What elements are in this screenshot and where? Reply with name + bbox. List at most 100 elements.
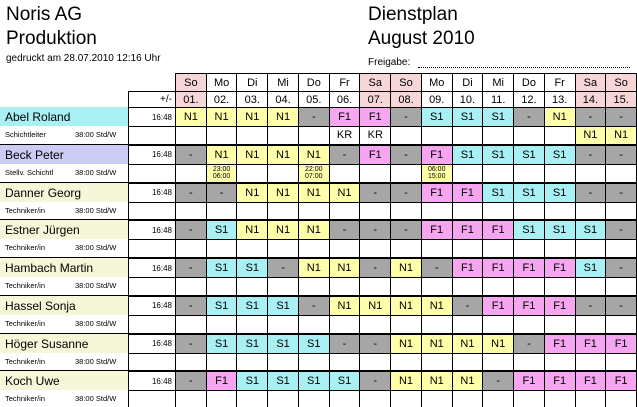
shift-cell: - bbox=[574, 182, 607, 203]
shift-cell: N1 bbox=[451, 371, 484, 392]
date-header: 02. bbox=[205, 91, 238, 108]
balance-empty bbox=[128, 390, 176, 407]
employee-role-text: Schichtleiter bbox=[5, 130, 46, 139]
date-header: 08. bbox=[390, 91, 422, 108]
balance-header: +/- bbox=[128, 91, 176, 108]
empty-cell bbox=[543, 314, 576, 334]
shift-cell: N1 bbox=[543, 107, 576, 127]
shift-cell: F1 bbox=[574, 371, 607, 392]
balance-empty bbox=[128, 163, 176, 183]
empty-cell bbox=[267, 126, 299, 145]
shift-cell: F1 bbox=[205, 371, 238, 392]
shift-cell: N1 bbox=[297, 182, 330, 203]
employee-name-text: Hassel Sonja bbox=[5, 298, 76, 313]
shift-cell: S1 bbox=[513, 144, 545, 165]
approval-label: Freigabe: bbox=[368, 57, 411, 68]
empty-cell bbox=[267, 352, 299, 372]
empty-cell bbox=[236, 314, 269, 334]
empty-cell bbox=[451, 163, 484, 183]
time-note: 06:00 15:00 bbox=[420, 163, 453, 183]
shift-cell: - bbox=[605, 144, 637, 165]
empty-cell bbox=[297, 352, 330, 372]
shift-cell: S1 bbox=[205, 220, 238, 241]
empty-cell bbox=[390, 352, 422, 372]
employee-role-text: Techniker/in bbox=[5, 243, 46, 253]
shift-cell: N1 bbox=[236, 182, 269, 203]
shift-cell: N1 bbox=[297, 220, 330, 241]
empty-cell bbox=[236, 163, 269, 183]
shift-cell: N1 bbox=[267, 220, 299, 241]
empty-cell bbox=[175, 163, 207, 183]
shift-cell: S1 bbox=[451, 107, 484, 127]
shift-cell: S1 bbox=[482, 144, 515, 165]
balance-empty bbox=[128, 352, 176, 372]
shift-cell: - bbox=[390, 107, 422, 127]
empty-cell bbox=[482, 163, 515, 183]
shift-cell: S1 bbox=[297, 333, 330, 354]
employee-name: Estner Jürgen bbox=[0, 220, 129, 241]
shift-cell: F1 bbox=[543, 295, 576, 316]
shift-cell: N1 bbox=[267, 182, 299, 203]
balance-empty bbox=[128, 239, 176, 258]
employee-role: Techniker/in 38:00 Std/W bbox=[0, 352, 129, 372]
time-note: 23:00 06:00 bbox=[205, 163, 238, 183]
empty-cell bbox=[605, 239, 637, 258]
shift-cell: - bbox=[328, 144, 361, 165]
day-header: Do bbox=[513, 73, 545, 92]
day-header: Sa bbox=[574, 73, 607, 92]
empty-cell bbox=[543, 163, 576, 183]
empty-cell bbox=[267, 314, 299, 334]
empty-cell bbox=[574, 201, 607, 221]
shift-cell: - bbox=[359, 333, 392, 354]
time: 22:00 bbox=[305, 166, 323, 174]
employee-name: Abel Roland bbox=[0, 107, 129, 127]
shift-cell: N1 bbox=[390, 295, 422, 316]
empty-cell bbox=[267, 390, 299, 407]
empty-cell bbox=[574, 163, 607, 183]
shift-cell: - bbox=[513, 107, 545, 127]
empty-cell bbox=[482, 352, 515, 372]
shift-cell: S1 bbox=[236, 258, 269, 278]
approval-line bbox=[418, 67, 630, 68]
shift-cell: - bbox=[328, 220, 361, 241]
empty-cell bbox=[297, 126, 330, 145]
shift-cell: S1 bbox=[267, 295, 299, 316]
empty-cell bbox=[297, 239, 330, 258]
shift-cell: F1 bbox=[513, 258, 545, 278]
empty-cell bbox=[390, 201, 422, 221]
employee-hours: 38:00 Std/W bbox=[75, 356, 117, 366]
shift-cell: N1 bbox=[236, 144, 269, 165]
empty-cell bbox=[482, 390, 515, 407]
balance: 16:48 bbox=[128, 371, 176, 392]
balance: 16:48 bbox=[128, 107, 176, 127]
date-header: 04. bbox=[267, 91, 299, 108]
empty-cell bbox=[451, 314, 484, 334]
shift-cell: S1 bbox=[267, 333, 299, 354]
empty-cell bbox=[175, 352, 207, 372]
date-header: 11. bbox=[482, 91, 515, 108]
employee-role-text: Techniker/in bbox=[5, 356, 46, 366]
shift-cell: N1 bbox=[390, 371, 422, 392]
note-cell: KR bbox=[328, 126, 361, 145]
shift-cell: - bbox=[605, 258, 637, 278]
shift-cell: - bbox=[605, 107, 637, 127]
shift-cell: N1 bbox=[328, 258, 361, 278]
shift-cell: F1 bbox=[482, 295, 515, 316]
employee-name: Beck Peter bbox=[0, 144, 129, 165]
empty-cell bbox=[205, 314, 238, 334]
empty-cell bbox=[574, 277, 607, 296]
employee-hours: 38:00 Std/W bbox=[75, 243, 117, 253]
shift-cell: - bbox=[605, 295, 637, 316]
shift-cell: - bbox=[175, 182, 207, 203]
empty-cell bbox=[205, 201, 238, 221]
time-note: 22:00 07:00 bbox=[297, 163, 330, 183]
shift-cell: S1 bbox=[482, 107, 515, 127]
empty-cell bbox=[359, 390, 392, 407]
empty-cell bbox=[420, 201, 453, 221]
employee-role: Techniker/in 38:00 Std/W bbox=[0, 390, 129, 407]
empty-cell bbox=[328, 163, 361, 183]
empty-cell bbox=[205, 239, 238, 258]
empty-cell bbox=[513, 201, 545, 221]
empty-cell bbox=[605, 390, 637, 407]
